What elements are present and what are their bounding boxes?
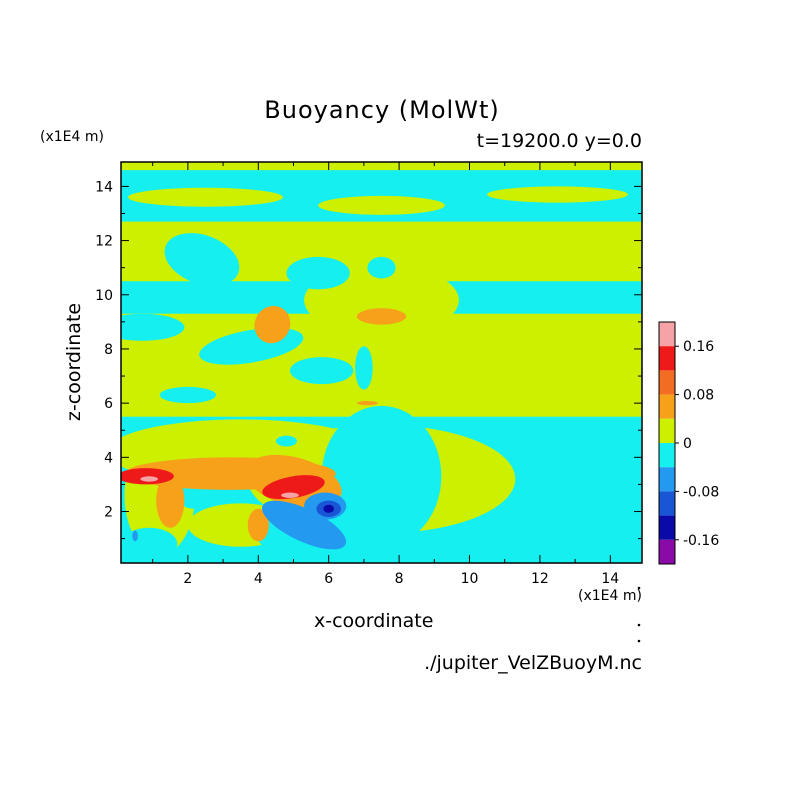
y-tick-label: 8 (104, 342, 113, 358)
pink-peak-left (140, 476, 158, 482)
deep-blue-left (323, 504, 334, 513)
y-tick-label: 10 (95, 288, 113, 304)
hole-small-left (159, 386, 217, 404)
hole-mid-inner-left (289, 357, 354, 385)
center-plume-top-left (349, 413, 414, 447)
x-tick-label: 2 (183, 571, 192, 587)
y-tick-label: 2 (104, 505, 113, 521)
colorbar-label: 0.08 (683, 388, 714, 404)
red-core-left (262, 475, 325, 500)
x-axis-label: x-coordinate (314, 610, 434, 632)
x-tick-label: 6 (324, 571, 333, 587)
y-tick-label: 4 (104, 450, 113, 466)
colorbar-swatch-3 (659, 394, 675, 419)
colorbar-label: -0.08 (683, 484, 719, 500)
orange-mid-left (254, 305, 291, 344)
corner-cyan-left (121, 527, 178, 561)
y-axis-ticks: 2 4 6 8 10 12 14 (95, 179, 642, 540)
colorbar-swatch-7 (659, 491, 675, 516)
y-tick-label: 14 (95, 179, 113, 195)
colorbar-swatch-0 (659, 322, 675, 347)
x-axis-unit: (x1E4 m) (578, 588, 642, 604)
colorbar-label: 0 (683, 436, 692, 452)
hole-upper-mid-left (286, 256, 350, 290)
center-plume-left (321, 405, 442, 547)
plot-area (121, 162, 642, 563)
y-axis-unit: (x1E4 m) (40, 129, 104, 145)
x-axis-ticks: 2 4 6 8 10 12 14 (152, 162, 619, 587)
orange-drip2-left (247, 508, 269, 542)
plot-frame (120, 161, 643, 564)
hole-spike-left (355, 346, 373, 390)
colorbar-swatch-1 (659, 346, 675, 371)
red-edge-left (121, 468, 174, 485)
band-top-patch2-left (487, 186, 628, 203)
orange-sliver-left (356, 400, 378, 406)
colorbar-label: -0.16 (683, 533, 719, 549)
colorbar-swatch-6 (659, 467, 675, 492)
source-file-label: ./jupiter_VelZBuoyM.nc (424, 652, 642, 674)
orange-center-left (356, 308, 407, 325)
pink-peak2-left (281, 492, 299, 498)
corner-marker-0 (637, 586, 641, 590)
corner-marker-2 (637, 639, 641, 643)
x-tick-label: 12 (531, 571, 549, 587)
colorbar: 0.16 0.08 0 -0.08 -0.16 (658, 321, 719, 565)
chart-title: Buoyancy (MolWt) (264, 96, 500, 124)
corner-markers (637, 586, 641, 643)
x-tick-label: 8 (395, 571, 404, 587)
colorbar-swatch-4 (659, 418, 675, 443)
blue-region-left (262, 500, 347, 550)
colorbar-swatch-5 (659, 443, 675, 468)
x-tick-label: 4 (254, 571, 263, 587)
colorbar-swatch-2 (659, 370, 675, 395)
x-tick-label: 14 (601, 571, 619, 587)
hole-left-edge-left (121, 313, 185, 341)
colorbar-label: 0.16 (683, 339, 714, 355)
corner-marker-1 (637, 623, 641, 627)
band-top (121, 162, 642, 171)
y-tick-label: 6 (104, 396, 113, 412)
hole-upper-left (164, 233, 240, 287)
hole-tiny-left (275, 435, 298, 447)
blue-edge-drop-left (132, 530, 138, 542)
orange-drip-left (156, 473, 185, 528)
colorbar-swatch-8 (659, 515, 675, 540)
y-tick-label: 12 (95, 234, 113, 250)
colorbar-swatch-9 (659, 539, 675, 564)
band-top-center-left (318, 195, 445, 215)
x-tick-label: 10 (461, 571, 479, 587)
hole-center-top-left (367, 256, 396, 279)
chart-subtitle: t=19200.0 y=0.0 (476, 130, 642, 152)
band-top-patch-left (128, 187, 283, 207)
